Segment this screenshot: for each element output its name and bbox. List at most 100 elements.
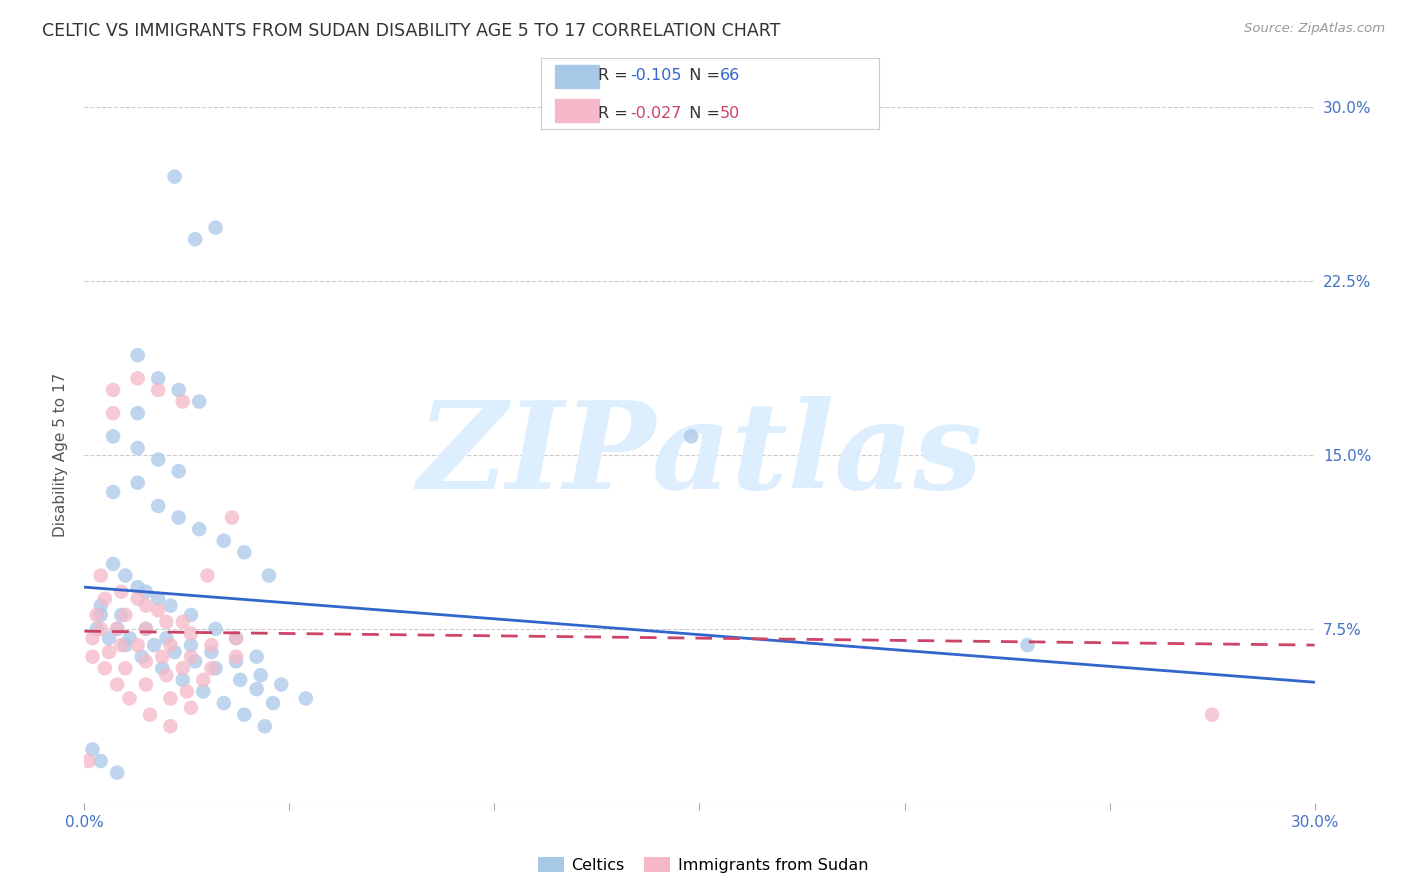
Point: [172, 661, 194, 675]
Point: [184, 232, 207, 246]
Point: [82, 631, 104, 645]
Point: [101, 406, 124, 420]
Point: [135, 677, 157, 691]
Text: R =: R =: [598, 106, 633, 120]
Point: [180, 607, 202, 622]
Point: [150, 649, 173, 664]
Point: [98, 645, 121, 659]
Point: [114, 607, 136, 622]
Point: [233, 545, 256, 559]
Point: [127, 591, 149, 606]
Point: [193, 684, 215, 698]
Point: [257, 568, 280, 582]
Point: [159, 599, 181, 613]
Point: [172, 673, 194, 687]
Point: [148, 371, 170, 385]
Point: [1201, 707, 1223, 722]
Point: [159, 719, 181, 733]
Point: [155, 615, 177, 629]
Point: [148, 591, 170, 606]
Text: Source: ZipAtlas.com: Source: ZipAtlas.com: [1244, 22, 1385, 36]
Text: N =: N =: [679, 69, 725, 83]
Point: [110, 584, 132, 599]
Point: [167, 510, 190, 524]
Text: CELTIC VS IMMIGRANTS FROM SUDAN DISABILITY AGE 5 TO 17 CORRELATION CHART: CELTIC VS IMMIGRANTS FROM SUDAN DISABILI…: [42, 22, 780, 40]
Point: [90, 568, 112, 582]
Point: [249, 668, 271, 682]
Point: [118, 631, 141, 645]
Text: 50: 50: [720, 106, 740, 120]
Point: [90, 622, 112, 636]
Legend: Celtics, Immigrants from Sudan: Celtics, Immigrants from Sudan: [531, 851, 875, 880]
Point: [270, 677, 292, 691]
Point: [114, 638, 136, 652]
Point: [135, 584, 157, 599]
Text: ZIPatlas: ZIPatlas: [416, 396, 983, 514]
Point: [135, 599, 157, 613]
Point: [172, 394, 194, 409]
Point: [110, 638, 132, 652]
Bar: [555, 99, 599, 122]
Text: -0.027: -0.027: [630, 106, 682, 120]
Point: [246, 649, 269, 664]
Text: R =: R =: [598, 69, 633, 83]
Point: [229, 673, 252, 687]
Point: [212, 696, 235, 710]
Text: N =: N =: [679, 106, 725, 120]
Point: [82, 649, 104, 664]
Point: [148, 499, 170, 513]
Point: [90, 607, 112, 622]
Point: [135, 622, 157, 636]
Y-axis label: Disability Age 5 to 17: Disability Age 5 to 17: [53, 373, 69, 537]
Point: [180, 638, 202, 652]
Point: [172, 615, 194, 629]
Point: [139, 707, 162, 722]
Point: [105, 765, 128, 780]
Point: [225, 631, 247, 645]
Point: [135, 654, 157, 668]
Point: [180, 649, 202, 664]
Point: [167, 383, 190, 397]
Point: [180, 700, 202, 714]
Point: [200, 661, 222, 675]
Point: [77, 754, 100, 768]
Text: 66: 66: [720, 69, 740, 83]
Point: [127, 475, 149, 490]
Point: [94, 591, 117, 606]
Point: [221, 510, 243, 524]
Point: [204, 220, 226, 235]
Point: [176, 684, 198, 698]
Point: [197, 568, 219, 582]
Point: [204, 622, 226, 636]
Point: [188, 522, 211, 536]
Point: [200, 645, 222, 659]
Point: [98, 631, 121, 645]
Point: [253, 719, 276, 733]
Point: [225, 649, 247, 664]
Point: [101, 485, 124, 500]
Point: [101, 557, 124, 571]
Text: -0.105: -0.105: [630, 69, 682, 83]
Point: [163, 169, 186, 184]
Point: [188, 394, 211, 409]
Point: [204, 661, 226, 675]
Point: [1017, 638, 1039, 652]
Point: [143, 638, 166, 652]
Point: [114, 568, 136, 582]
Point: [135, 622, 157, 636]
Point: [82, 742, 104, 756]
Point: [127, 406, 149, 420]
Point: [127, 580, 149, 594]
Point: [212, 533, 235, 548]
Point: [180, 626, 202, 640]
Point: [159, 638, 181, 652]
Point: [148, 452, 170, 467]
Point: [233, 707, 256, 722]
Point: [150, 661, 173, 675]
Point: [155, 668, 177, 682]
Point: [295, 691, 318, 706]
Point: [225, 631, 247, 645]
Point: [262, 696, 284, 710]
Point: [148, 383, 170, 397]
Point: [127, 371, 149, 385]
